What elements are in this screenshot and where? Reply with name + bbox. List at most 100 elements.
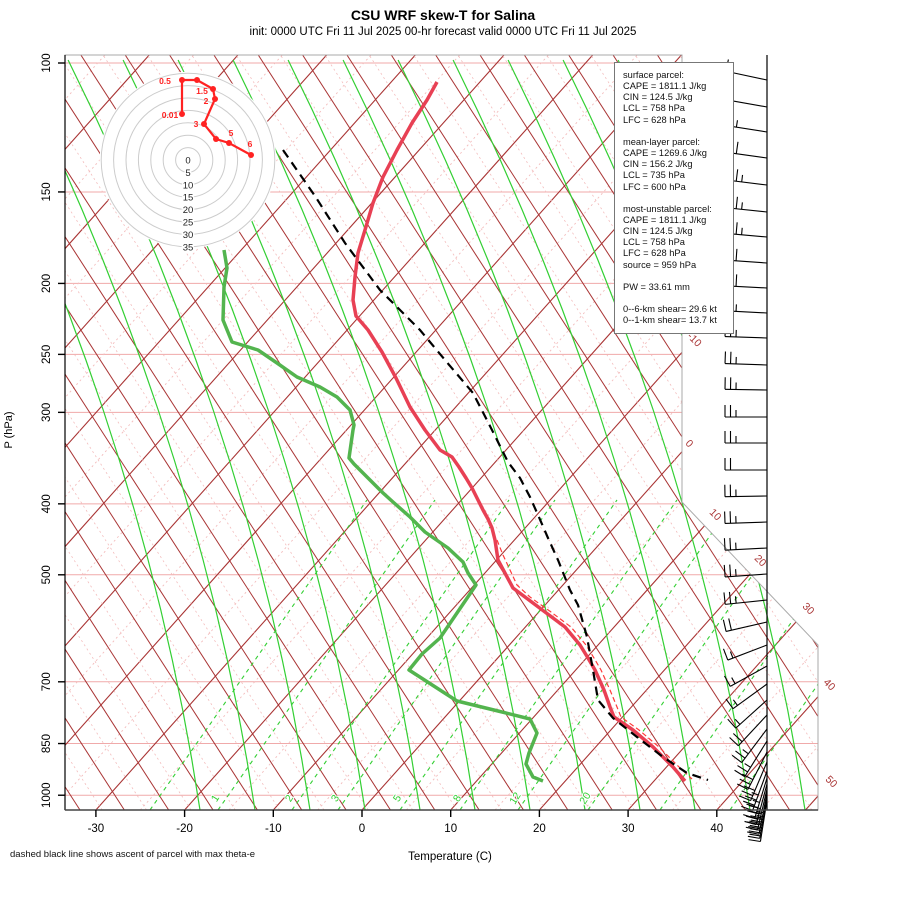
- x-axis-tick-label: 20: [533, 823, 546, 835]
- isotherm-label: 10: [707, 507, 724, 524]
- dry-adiabat-line: [65, 55, 214, 810]
- info-box-line: CIN = 124.5 J/kg: [623, 226, 693, 237]
- dry-adiabat-line: [65, 55, 258, 810]
- isotherm-line: [184, 55, 818, 810]
- wind-barb: [723, 537, 768, 551]
- mixing-ratio-line: [587, 499, 806, 810]
- chart-subtitle: init: 0000 UTC Fri 11 Jul 2025 00-hr for…: [249, 26, 637, 38]
- hodograph-point: [213, 136, 219, 142]
- hodograph-ring: [113, 85, 263, 235]
- info-box-line: LFC = 600 hPa: [623, 181, 686, 192]
- wind-barb: [736, 751, 768, 790]
- mixing-ratio-line: [517, 499, 736, 810]
- hodograph-ring-label: 0: [185, 156, 190, 167]
- hodograph-height-label: 3: [194, 119, 199, 129]
- isotherm-minor-line: [760, 55, 818, 810]
- chart-title: CSU WRF skew-T for Salina: [350, 7, 536, 23]
- y-axis-tick-label: 150: [41, 182, 53, 201]
- dry-adiabat-line: [879, 55, 900, 810]
- isotherm-label: 50: [823, 774, 840, 791]
- wind-barb: [734, 740, 768, 778]
- mixing-ratio-label: 5: [391, 793, 404, 804]
- hodograph-height-label: 5: [229, 128, 234, 138]
- y-axis-tick-label: 400: [41, 494, 53, 513]
- hodograph-height-label: 1.5: [196, 86, 208, 96]
- info-box-line: source = 959 hPa: [623, 259, 697, 270]
- y-axis-tick-label: 100: [41, 53, 53, 72]
- footer-note: dashed black line shows ascent of parcel…: [10, 849, 256, 860]
- hodograph-point: [210, 86, 216, 92]
- moist-adiabat-line: [397, 59, 641, 810]
- wind-barb: [722, 644, 768, 661]
- isotherm-line: [65, 55, 594, 810]
- hodograph-ring: [125, 97, 251, 223]
- hodograph-ring: [162, 134, 214, 186]
- y-axis-tick-label: 200: [41, 274, 53, 293]
- wind-barb: [747, 796, 768, 839]
- hodograph-height-label: 0.01: [162, 110, 179, 120]
- hodograph-ring: [175, 147, 201, 173]
- dry-adiabat-line: [835, 55, 900, 810]
- hodograph-point: [194, 77, 200, 83]
- isotherm-line: [627, 55, 818, 810]
- wind-barb: [724, 431, 767, 444]
- info-box-line: CAPE = 1269.6 J/kg: [623, 148, 707, 159]
- hodograph-point: [179, 77, 185, 83]
- info-box-line: 0--6-km shear= 29.6 kt: [623, 304, 717, 315]
- isotherm-line: [538, 55, 818, 810]
- y-axis-tick-label: 850: [41, 734, 53, 753]
- wind-barb: [739, 761, 768, 802]
- hodograph-height-label: 0.5: [159, 76, 171, 86]
- y-axis-title: P (hPa): [3, 411, 15, 449]
- y-axis-tick-label: 300: [41, 403, 53, 422]
- hodograph-point: [212, 96, 218, 102]
- hodograph-height-label: 2: [204, 96, 209, 106]
- info-box-line: LCL = 735 hPa: [623, 170, 685, 181]
- parcel-info-box: surface parcel: CAPE = 1811.1 J/kg CIN = 1…: [614, 62, 734, 334]
- x-axis-tick-label: 30: [622, 823, 635, 835]
- info-box-spacer: [623, 293, 729, 304]
- parcel-ascent-line: [282, 149, 709, 782]
- dry-adiabat-line: [257, 55, 746, 810]
- dry-adiabat-line: [435, 55, 818, 810]
- isotherm-line: [716, 55, 818, 810]
- x-axis-tick-label: 40: [710, 823, 723, 835]
- wind-barb: [723, 591, 768, 605]
- wind-barb: [727, 699, 768, 729]
- hodograph-point: [248, 152, 254, 158]
- hodograph-ring-label: 5: [185, 168, 190, 179]
- dry-adiabat-line: [346, 55, 818, 810]
- x-axis-tick-label: 0: [359, 823, 365, 835]
- isotherm-minor-line: [65, 55, 461, 810]
- moist-adiabat-line: [342, 59, 586, 810]
- info-box-line: CIN = 156.2 J/kg: [623, 159, 693, 170]
- wind-barb: [724, 484, 768, 498]
- mixing-ratio-line: [217, 499, 436, 810]
- moist-adiabat-line: [65, 59, 201, 810]
- wind-barb: [729, 714, 768, 747]
- mixing-ratio-label: 8: [451, 793, 464, 804]
- isotherm-minor-line: [228, 55, 818, 810]
- isotherm-minor-line: [317, 55, 818, 810]
- y-axis-tick-label: 250: [41, 345, 53, 364]
- info-box-line: CIN = 124.5 J/kg: [623, 92, 693, 103]
- wind-barb: [725, 683, 768, 710]
- isotherm-label: 20: [752, 553, 769, 570]
- moist-adiabat-line: [65, 59, 256, 810]
- hodograph-ring-label: 35: [183, 242, 194, 253]
- wind-barb: [731, 728, 768, 763]
- isotherm-label: 0: [683, 438, 696, 451]
- info-box-line: LCL = 758 hPa: [623, 237, 685, 248]
- info-box-spacer: [623, 193, 729, 204]
- wind-barb: [748, 799, 768, 843]
- info-box-line: LFC = 628 hPa: [623, 248, 686, 259]
- moist-adiabat-line: [452, 59, 696, 810]
- y-axis-tick-label: 700: [41, 672, 53, 691]
- x-axis-tick-label: 10: [444, 823, 457, 835]
- moist-adiabat-line: [287, 59, 531, 810]
- dry-adiabat-line: [390, 55, 818, 810]
- dry-adiabat-minor-line: [857, 55, 900, 810]
- x-axis-tick-label: -10: [265, 823, 282, 835]
